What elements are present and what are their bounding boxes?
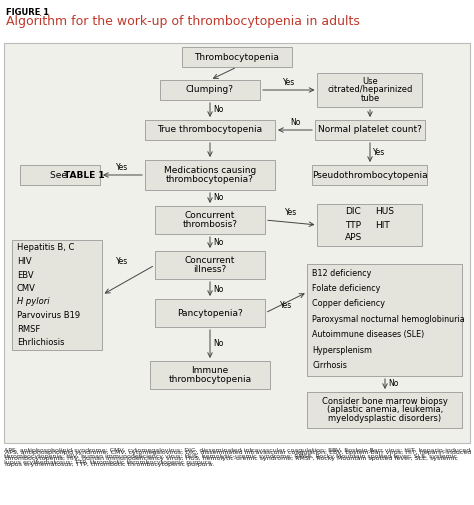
Text: No: No — [213, 193, 223, 203]
Text: TTP: TTP — [345, 221, 361, 229]
Text: No: No — [388, 379, 398, 388]
Text: citrated/heparinized: citrated/heparinized — [328, 85, 413, 94]
Text: (aplastic anemia, leukemia,: (aplastic anemia, leukemia, — [327, 406, 443, 415]
Text: DIC: DIC — [345, 208, 361, 217]
Text: Cirrhosis: Cirrhosis — [312, 362, 347, 371]
FancyBboxPatch shape — [155, 251, 265, 279]
Text: Normal platelet count?: Normal platelet count? — [318, 126, 422, 134]
Text: Parvovirus B19: Parvovirus B19 — [17, 311, 80, 320]
Text: thrombosis?: thrombosis? — [182, 220, 237, 229]
Text: No: No — [213, 284, 223, 293]
Text: FIGURE 1: FIGURE 1 — [6, 8, 49, 17]
Text: Medications causing: Medications causing — [164, 166, 256, 175]
FancyBboxPatch shape — [318, 73, 422, 107]
Text: Yes: Yes — [373, 148, 385, 157]
Text: Thrombocytopenia: Thrombocytopenia — [194, 53, 280, 62]
Text: Use: Use — [362, 77, 378, 86]
Text: Concurrent: Concurrent — [185, 256, 235, 265]
FancyBboxPatch shape — [308, 264, 463, 376]
Text: Yes: Yes — [116, 258, 128, 267]
FancyBboxPatch shape — [318, 204, 422, 246]
Text: No: No — [213, 339, 223, 348]
Text: See: See — [50, 171, 70, 179]
FancyBboxPatch shape — [312, 165, 428, 185]
Text: HUS: HUS — [375, 208, 394, 217]
FancyBboxPatch shape — [145, 120, 275, 140]
Text: Consider bone marrow biopsy: Consider bone marrow biopsy — [322, 397, 448, 407]
Text: APS: APS — [345, 233, 362, 242]
Text: HIV: HIV — [17, 257, 32, 266]
Text: Folate deficiency: Folate deficiency — [312, 284, 381, 293]
Text: Hypersplenism: Hypersplenism — [312, 346, 373, 355]
Text: myelodysplastic disorders): myelodysplastic disorders) — [328, 414, 442, 423]
FancyBboxPatch shape — [315, 120, 425, 140]
Text: thrombocytopenia: thrombocytopenia — [168, 375, 252, 384]
FancyBboxPatch shape — [4, 43, 470, 443]
Text: Ehrlichiosis: Ehrlichiosis — [17, 338, 64, 347]
Text: Paroxysmal nocturnal hemoglobinuria: Paroxysmal nocturnal hemoglobinuria — [312, 315, 465, 324]
Text: H pylori: H pylori — [17, 297, 50, 307]
Text: Algorithm for the work-up of thrombocytopenia in adults: Algorithm for the work-up of thrombocyto… — [6, 15, 360, 28]
Text: Concurrent: Concurrent — [185, 211, 235, 220]
Text: No: No — [290, 118, 300, 127]
FancyBboxPatch shape — [12, 240, 102, 350]
Text: EBV: EBV — [17, 271, 34, 279]
Text: Pseudothrombocytopenia: Pseudothrombocytopenia — [312, 171, 428, 179]
Text: Autoimmune diseases (SLE): Autoimmune diseases (SLE) — [312, 330, 425, 339]
Text: thrombocytopenia?: thrombocytopenia? — [166, 175, 254, 184]
Text: True thrombocytopenia: True thrombocytopenia — [157, 126, 263, 134]
Text: CMV: CMV — [17, 284, 36, 293]
FancyBboxPatch shape — [182, 47, 292, 67]
FancyBboxPatch shape — [20, 165, 100, 185]
Text: TABLE 1: TABLE 1 — [64, 171, 105, 179]
Text: HIT: HIT — [375, 221, 390, 229]
Text: tube: tube — [360, 93, 380, 103]
Text: Yes: Yes — [117, 163, 128, 172]
FancyBboxPatch shape — [145, 160, 275, 190]
Text: Copper deficiency: Copper deficiency — [312, 299, 385, 309]
Text: No: No — [213, 106, 223, 115]
Text: Yes: Yes — [280, 301, 292, 310]
Text: Pancytopenia?: Pancytopenia? — [177, 309, 243, 318]
Text: Yes: Yes — [285, 208, 297, 217]
FancyBboxPatch shape — [155, 299, 265, 327]
Text: No: No — [213, 238, 223, 247]
Text: RMSF: RMSF — [17, 325, 40, 333]
Text: APS, antiphospholipid syndrome; CMV, cytomegalovirus; DIC, disseminated intravas: APS, antiphospholipid syndrome; CMV, cyt… — [4, 448, 470, 465]
FancyBboxPatch shape — [150, 361, 270, 389]
Text: Hepatitis B, C: Hepatitis B, C — [17, 243, 74, 252]
Text: Clumping?: Clumping? — [186, 85, 234, 94]
Text: B12 deficiency: B12 deficiency — [312, 269, 372, 278]
FancyBboxPatch shape — [160, 80, 260, 100]
Text: Immune: Immune — [191, 366, 228, 375]
FancyBboxPatch shape — [155, 206, 265, 234]
Text: Yes: Yes — [283, 78, 295, 87]
FancyBboxPatch shape — [308, 392, 463, 428]
Text: illness?: illness? — [193, 265, 227, 274]
Text: APS, antiphospholipid syndrome; CMV, cytomegalovirus; DIC, disseminated intravas: APS, antiphospholipid syndrome; CMV, cyt… — [5, 450, 471, 467]
